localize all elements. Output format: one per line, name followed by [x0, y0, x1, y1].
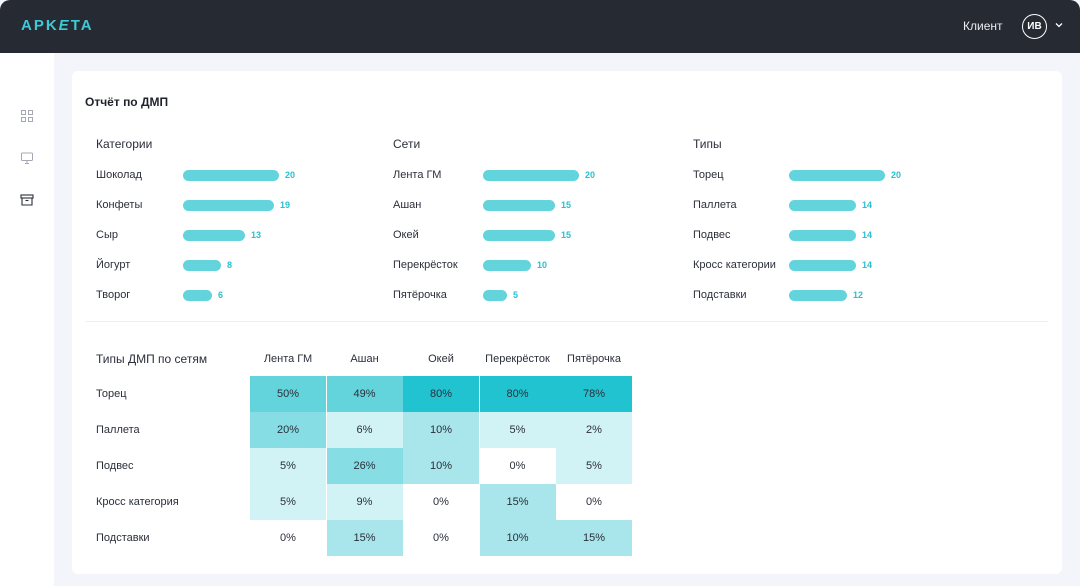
- heatmap-cell: 20%: [250, 412, 326, 448]
- bar-label: Конфеты: [96, 199, 143, 211]
- heatmap-cell: 5%: [556, 448, 632, 484]
- bar-label: Кросс категории: [693, 259, 776, 271]
- heatmap-cell: 0%: [403, 520, 479, 556]
- avatar[interactable]: ИВ: [1022, 14, 1047, 39]
- bar-label: Перекрёсток: [393, 259, 458, 271]
- heatmap-cell: 78%: [556, 376, 632, 412]
- bar: [483, 170, 579, 181]
- heatmap-row-label: Кросс категория: [96, 496, 179, 508]
- client-label[interactable]: Клиент: [963, 19, 1003, 33]
- bar-label: Творог: [96, 289, 131, 301]
- heatmap-cell: 0%: [479, 448, 556, 484]
- heatmap-cell: 50%: [250, 376, 326, 412]
- bar-value: 14: [862, 200, 873, 210]
- bar-value: 20: [285, 170, 296, 180]
- bar: [483, 260, 531, 271]
- heatmap-row-label: Подвес: [96, 460, 134, 472]
- heatmap-row-label: Паллета: [96, 424, 140, 436]
- monitor-icon[interactable]: [20, 151, 34, 165]
- heatmap-cell: 15%: [556, 520, 632, 556]
- bar-value: 15: [561, 230, 572, 240]
- bar-value: 19: [280, 200, 291, 210]
- bar-label: Шоколад: [96, 169, 142, 181]
- sidebar: [0, 53, 54, 586]
- bar-value: 13: [251, 230, 262, 240]
- heatmap-column-header: Лента ГМ: [263, 353, 313, 365]
- bar-label: Сыр: [96, 229, 118, 241]
- heatmap-row-label: Подставки: [96, 532, 150, 544]
- heatmap-cell: 26%: [326, 448, 403, 484]
- heatmap-row-label: Торец: [96, 388, 127, 400]
- heatmap-cell: 80%: [403, 376, 479, 412]
- bar: [183, 170, 279, 181]
- bar-label: Окей: [393, 229, 419, 241]
- bar-value: 6: [218, 290, 224, 300]
- bar-label: Торец: [693, 169, 724, 181]
- bar: [183, 230, 245, 241]
- bar-label: Пятёрочка: [393, 289, 447, 301]
- logo[interactable]: APKETA: [21, 17, 94, 34]
- heatmap-title: Типы ДМП по сетям: [96, 352, 208, 366]
- bar: [789, 260, 856, 271]
- bar: [483, 290, 507, 301]
- bar: [183, 200, 274, 211]
- archive-icon[interactable]: [20, 193, 34, 207]
- heatmap-cell: 9%: [326, 484, 403, 520]
- heatmap-cell: 80%: [479, 376, 556, 412]
- bar-label: Ашан: [393, 199, 422, 211]
- bar-value: 5: [513, 290, 519, 300]
- top-bar: APKETA Клиент ИВ: [0, 0, 1080, 53]
- bar-value: 20: [585, 170, 596, 180]
- grid-icon[interactable]: [20, 109, 34, 123]
- section-title: Сети: [393, 137, 421, 151]
- chevron-down-icon[interactable]: [1054, 20, 1064, 30]
- heatmap-cell: 5%: [479, 412, 556, 448]
- divider: [86, 321, 1048, 322]
- heatmap-cell: 10%: [403, 448, 479, 484]
- heatmap-cell: 15%: [479, 484, 556, 520]
- bar: [789, 290, 847, 301]
- heatmap-cell: 0%: [250, 520, 326, 556]
- heatmap-cell: 10%: [479, 520, 556, 556]
- bar: [483, 200, 555, 211]
- bar-label: Йогурт: [96, 259, 131, 271]
- bar-label: Подвес: [693, 229, 731, 241]
- bar-label: Лента ГМ: [393, 169, 442, 181]
- heatmap-cell: 2%: [556, 412, 632, 448]
- page-title: Отчёт по ДМП: [85, 95, 169, 109]
- heatmap-cell: 10%: [403, 412, 479, 448]
- bar-label: Паллета: [693, 199, 737, 211]
- bar: [183, 260, 221, 271]
- bar-value: 12: [853, 290, 864, 300]
- bar: [789, 200, 856, 211]
- heatmap-cell: 49%: [326, 376, 403, 412]
- heatmap-cell: 5%: [250, 448, 326, 484]
- bar: [183, 290, 212, 301]
- bar-value: 14: [862, 260, 873, 270]
- bar: [789, 230, 856, 241]
- heatmap-cell: 0%: [403, 484, 479, 520]
- section-title: Типы: [693, 137, 722, 151]
- report-card: Отчёт по ДМП Категории Шоколад 20 Конфеты 19…: [72, 71, 1062, 574]
- heatmap-column-header: Перекрёсток: [485, 353, 550, 365]
- heatmap-column-header: Окей: [428, 353, 454, 365]
- bar-value: 20: [891, 170, 902, 180]
- bar: [789, 170, 885, 181]
- bar: [483, 230, 555, 241]
- heatmap-column-header: Пятёрочка: [567, 353, 621, 365]
- heatmap-column-header: Ашан: [350, 353, 379, 365]
- bar-value: 10: [537, 260, 548, 270]
- heatmap-cell: 5%: [250, 484, 326, 520]
- heatmap-cell: 15%: [326, 520, 403, 556]
- section-title: Категории: [96, 137, 153, 151]
- heatmap-cell: 0%: [556, 484, 632, 520]
- heatmap-cell: 6%: [326, 412, 403, 448]
- bar-label: Подставки: [693, 289, 747, 301]
- bar-value: 8: [227, 260, 233, 270]
- bar-value: 14: [862, 230, 873, 240]
- bar-value: 15: [561, 200, 572, 210]
